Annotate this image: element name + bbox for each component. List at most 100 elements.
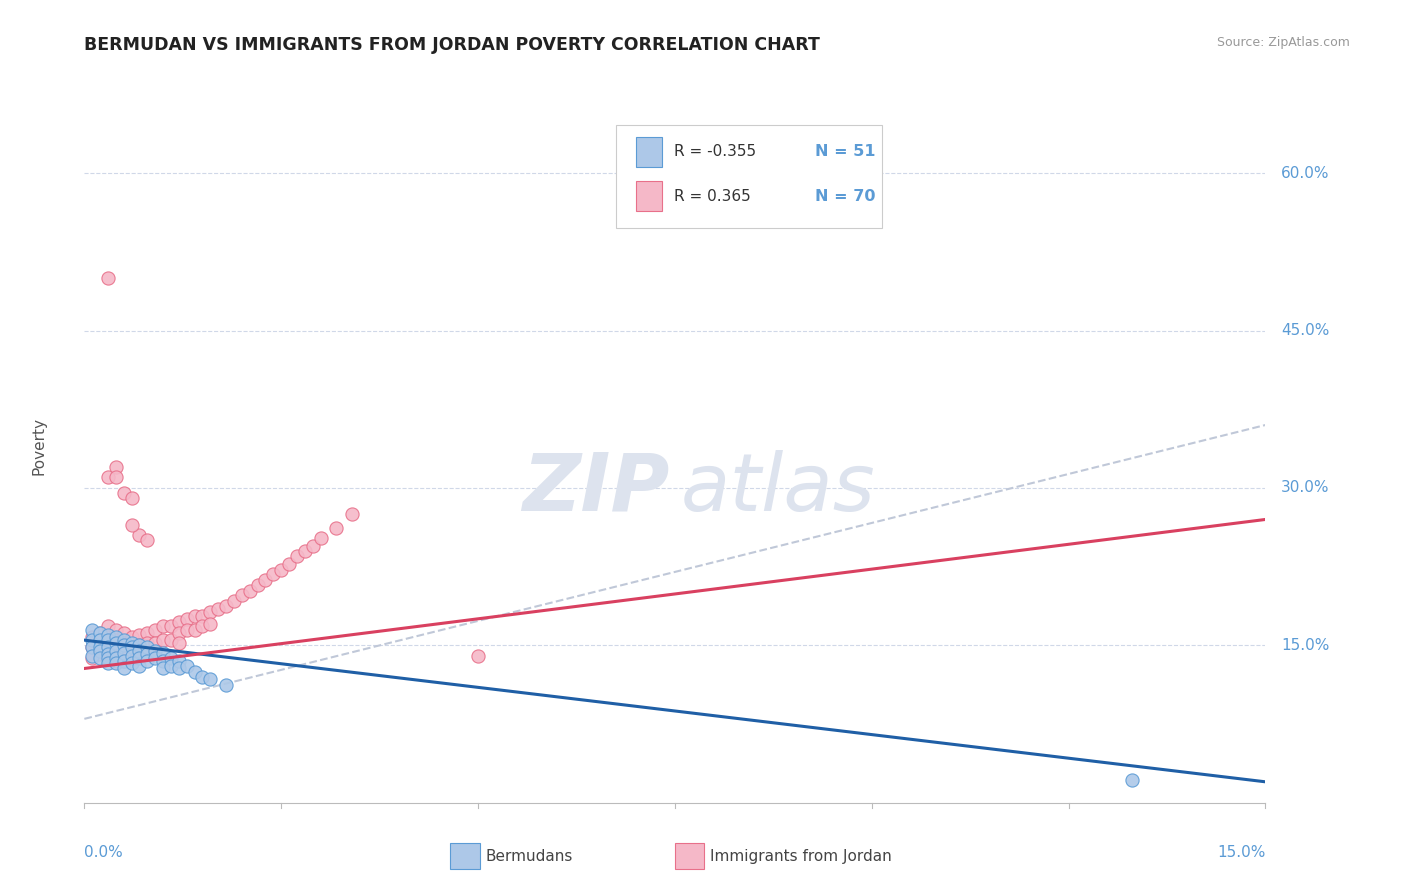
Text: Immigrants from Jordan: Immigrants from Jordan <box>710 849 891 863</box>
Point <box>167 636 190 650</box>
Point <box>176 612 198 626</box>
Point <box>183 609 205 624</box>
Text: N = 51: N = 51 <box>815 145 876 160</box>
Point <box>222 594 245 608</box>
Point <box>160 619 183 633</box>
Point <box>121 640 143 655</box>
Point <box>200 617 222 632</box>
Point <box>262 567 284 582</box>
Point <box>112 636 135 650</box>
Text: R = -0.355: R = -0.355 <box>673 145 756 160</box>
Point <box>97 628 120 642</box>
Point <box>104 623 127 637</box>
Point <box>112 625 135 640</box>
Point <box>239 583 262 598</box>
Point <box>467 648 489 663</box>
Point <box>97 640 120 655</box>
Point <box>89 633 111 648</box>
Text: ZIP: ZIP <box>522 450 669 528</box>
Point <box>97 633 120 648</box>
Point <box>191 609 214 624</box>
Point <box>309 532 332 546</box>
Point <box>112 646 135 660</box>
Point <box>89 625 111 640</box>
Point <box>270 563 292 577</box>
Point <box>254 574 277 588</box>
Text: N = 70: N = 70 <box>815 189 876 203</box>
Point <box>143 651 166 665</box>
Point <box>97 470 120 484</box>
Point <box>89 640 111 655</box>
Point <box>183 623 205 637</box>
Point <box>136 640 159 655</box>
Point <box>200 605 222 619</box>
Point <box>191 670 214 684</box>
Point <box>82 640 104 655</box>
Point <box>143 636 166 650</box>
Point <box>112 486 135 500</box>
Point <box>160 659 183 673</box>
Text: 15.0%: 15.0% <box>1218 845 1265 860</box>
Point <box>231 588 253 602</box>
Point <box>112 643 135 657</box>
Point <box>167 625 190 640</box>
Point <box>104 633 127 648</box>
Point <box>112 661 135 675</box>
Point <box>97 651 120 665</box>
Point <box>89 625 111 640</box>
Text: 0.0%: 0.0% <box>84 845 124 860</box>
Point <box>104 651 127 665</box>
Point <box>104 643 127 657</box>
Point <box>121 651 143 665</box>
Point <box>215 678 238 692</box>
Point <box>112 654 135 668</box>
Point <box>97 640 120 655</box>
Point <box>121 648 143 663</box>
FancyBboxPatch shape <box>616 125 882 228</box>
Point <box>128 528 150 542</box>
Point <box>128 643 150 657</box>
Point <box>121 640 143 655</box>
Point <box>97 630 120 644</box>
Bar <box>675 844 704 869</box>
Point <box>325 521 347 535</box>
Point <box>152 661 174 675</box>
Point <box>104 636 127 650</box>
Point <box>104 654 127 668</box>
Point <box>112 639 135 653</box>
Point <box>82 651 104 665</box>
Point <box>128 659 150 673</box>
Point <box>136 636 159 650</box>
Point <box>136 647 159 661</box>
Point <box>136 533 159 548</box>
Point <box>167 615 190 630</box>
Point <box>128 639 150 653</box>
Point <box>89 651 111 665</box>
Point <box>97 657 120 671</box>
Point <box>121 657 143 671</box>
Point <box>152 633 174 648</box>
Point <box>152 654 174 668</box>
Point <box>143 643 166 657</box>
Point <box>183 665 205 679</box>
Point <box>82 623 104 637</box>
Point <box>104 470 127 484</box>
Text: Poverty: Poverty <box>32 417 46 475</box>
Text: Source: ZipAtlas.com: Source: ZipAtlas.com <box>1216 36 1350 49</box>
Point <box>97 651 120 665</box>
Point <box>136 647 159 661</box>
Point <box>128 648 150 663</box>
Point <box>160 633 183 648</box>
Point <box>104 657 127 671</box>
Text: Bermudans: Bermudans <box>486 849 574 863</box>
Point <box>104 460 127 475</box>
Point <box>104 643 127 657</box>
Point <box>82 633 104 648</box>
Point <box>285 549 308 564</box>
Point <box>121 491 143 506</box>
Point <box>89 643 111 657</box>
Point <box>215 599 238 613</box>
Point <box>97 271 120 285</box>
Point <box>121 517 143 532</box>
Point <box>136 625 159 640</box>
